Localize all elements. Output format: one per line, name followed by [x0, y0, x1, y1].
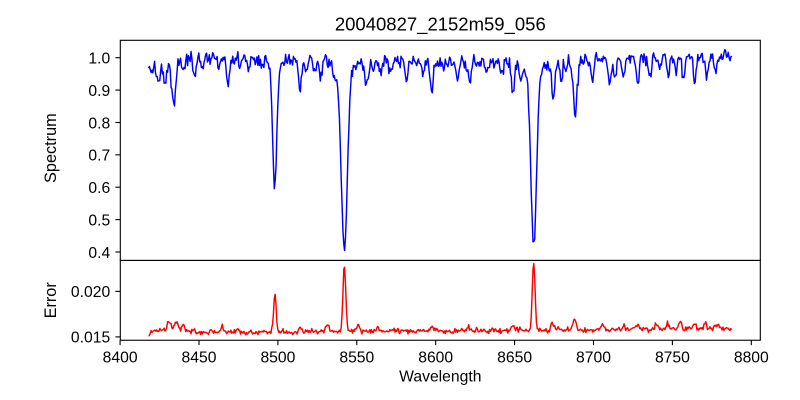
svg-text:8450: 8450: [182, 349, 217, 366]
svg-text:8800: 8800: [734, 349, 769, 366]
svg-text:Spectrum: Spectrum: [42, 113, 60, 183]
svg-text:8700: 8700: [576, 349, 611, 366]
svg-text:0.8: 0.8: [88, 115, 110, 132]
svg-text:8550: 8550: [339, 349, 374, 366]
svg-text:Error: Error: [42, 282, 60, 319]
svg-text:0.7: 0.7: [88, 148, 110, 165]
svg-text:0.9: 0.9: [88, 83, 110, 100]
svg-text:8750: 8750: [655, 349, 690, 366]
svg-text:8600: 8600: [418, 349, 453, 366]
svg-text:0.020: 0.020: [71, 284, 111, 301]
svg-text:0.5: 0.5: [88, 212, 110, 229]
svg-text:8400: 8400: [103, 349, 138, 366]
svg-text:0.6: 0.6: [88, 180, 110, 197]
svg-text:8500: 8500: [260, 349, 295, 366]
svg-text:0.015: 0.015: [71, 330, 111, 347]
svg-text:8650: 8650: [497, 349, 532, 366]
svg-text:Wavelength: Wavelength: [399, 369, 481, 386]
svg-text:1.0: 1.0: [88, 51, 110, 68]
svg-text:0.4: 0.4: [88, 245, 110, 262]
svg-text:20040827_2152m59_056: 20040827_2152m59_056: [335, 14, 546, 36]
